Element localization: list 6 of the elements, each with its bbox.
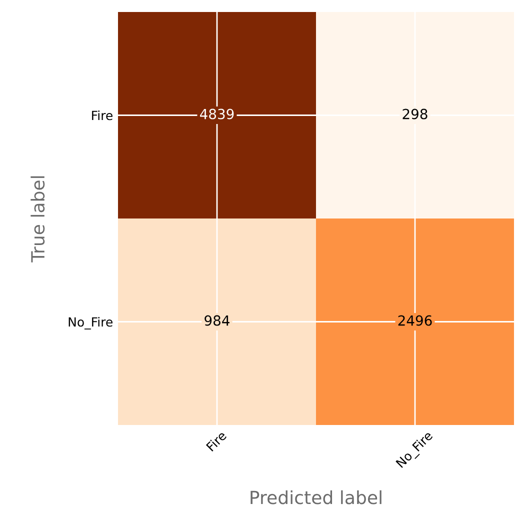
- data-label: 4839: [200, 108, 234, 120]
- data-label: 984: [204, 315, 230, 326]
- x-axis-title: Predicted label: [250, 490, 382, 504]
- data-label: 2496: [398, 315, 432, 326]
- y-axis-title: True label: [30, 176, 45, 262]
- data-label: 298: [402, 108, 428, 120]
